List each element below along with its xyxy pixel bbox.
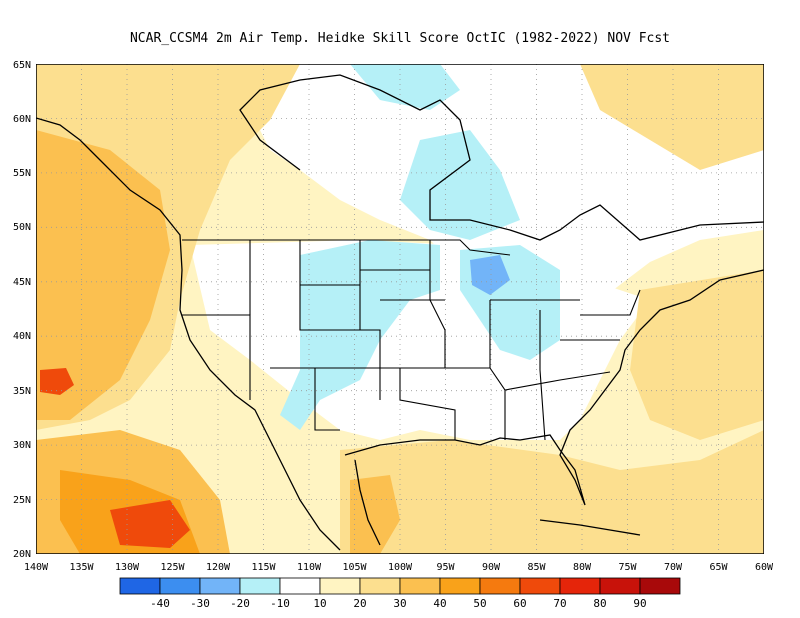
lon-label: 70W	[664, 562, 683, 573]
strong-warm-region-mexico	[350, 475, 400, 554]
cool-region-arctic	[350, 64, 460, 110]
lon-label: 85W	[527, 562, 546, 573]
legend-label: -40	[150, 597, 170, 610]
lon-tick-labels: 140W 135W 130W 125W 120W 115W 110W 105W …	[24, 562, 774, 573]
legend-swatch	[519, 577, 561, 595]
legend-label: -10	[270, 597, 290, 610]
lat-label: 25N	[13, 495, 31, 506]
lat-label: 50N	[13, 222, 31, 233]
legend-swatch	[159, 577, 201, 595]
lon-label: 140W	[24, 562, 49, 573]
legend-swatch	[279, 577, 321, 595]
lon-label: 125W	[160, 562, 185, 573]
lon-label: 65W	[709, 562, 728, 573]
lat-label: 20N	[13, 549, 31, 560]
lon-label: 110W	[297, 562, 322, 573]
legend-label: 50	[473, 597, 486, 610]
legend-swatch	[559, 577, 601, 595]
gridlines	[36, 64, 764, 554]
legend-label: 40	[433, 597, 446, 610]
map-title: NCAR_CCSM4 2m Air Temp. Heidke Skill Sco…	[130, 31, 670, 46]
legend-swatch	[239, 577, 281, 595]
lon-label: 60W	[755, 562, 774, 573]
lat-label: 55N	[13, 168, 31, 179]
legend-swatch	[359, 577, 401, 595]
lat-label: 60N	[13, 114, 31, 125]
legend-swatch	[599, 577, 641, 595]
map-area	[36, 64, 764, 554]
legend-label: 90	[633, 597, 646, 610]
legend-swatch	[639, 577, 681, 595]
lat-label: 45N	[13, 277, 31, 288]
legend-label: 20	[353, 597, 366, 610]
legend-label: -20	[230, 597, 250, 610]
legend-swatch	[439, 577, 481, 595]
lon-label: 105W	[342, 562, 367, 573]
legend-label: 30	[393, 597, 406, 610]
lon-label: 130W	[115, 562, 140, 573]
legend-label: 80	[593, 597, 606, 610]
lon-label: 90W	[482, 562, 501, 573]
legend-label: 10	[313, 597, 326, 610]
legend-swatch	[399, 577, 441, 595]
lat-label: 40N	[13, 331, 31, 342]
warm-region-atlantic	[630, 270, 764, 440]
legend-swatch	[119, 577, 161, 595]
warm-region-labrador	[580, 64, 764, 170]
strong-warm-region-pacific	[36, 130, 170, 420]
lat-tick-labels: 20N 25N 30N 35N 40N 45N 50N 55N 60N 65N	[13, 60, 31, 560]
warm-region-gulf	[340, 430, 764, 554]
legend-swatch	[199, 577, 241, 595]
political-borders	[182, 239, 641, 441]
very-strong-spot-west	[40, 368, 74, 395]
lat-label: 30N	[13, 440, 31, 451]
color-legend: -40 -30 -20 -10 10 20 30 40 50 60 70 80 …	[119, 577, 681, 610]
lon-label: 80W	[573, 562, 592, 573]
cool-region-great-lakes	[470, 255, 510, 295]
lon-label: 100W	[388, 562, 413, 573]
legend-label: 60	[513, 597, 526, 610]
coastlines	[36, 74, 764, 551]
lon-label: 120W	[206, 562, 231, 573]
lat-label: 65N	[13, 60, 31, 71]
legend-swatch	[479, 577, 521, 595]
lon-label: 115W	[251, 562, 276, 573]
lon-label: 95W	[436, 562, 455, 573]
lat-label: 35N	[13, 386, 31, 397]
legend-label: -30	[190, 597, 210, 610]
lon-label: 135W	[69, 562, 94, 573]
legend-label: 70	[553, 597, 566, 610]
lon-label: 75W	[618, 562, 637, 573]
cool-region-plains	[280, 240, 440, 430]
legend-swatch	[319, 577, 361, 595]
very-strong-spot-south	[110, 500, 190, 548]
